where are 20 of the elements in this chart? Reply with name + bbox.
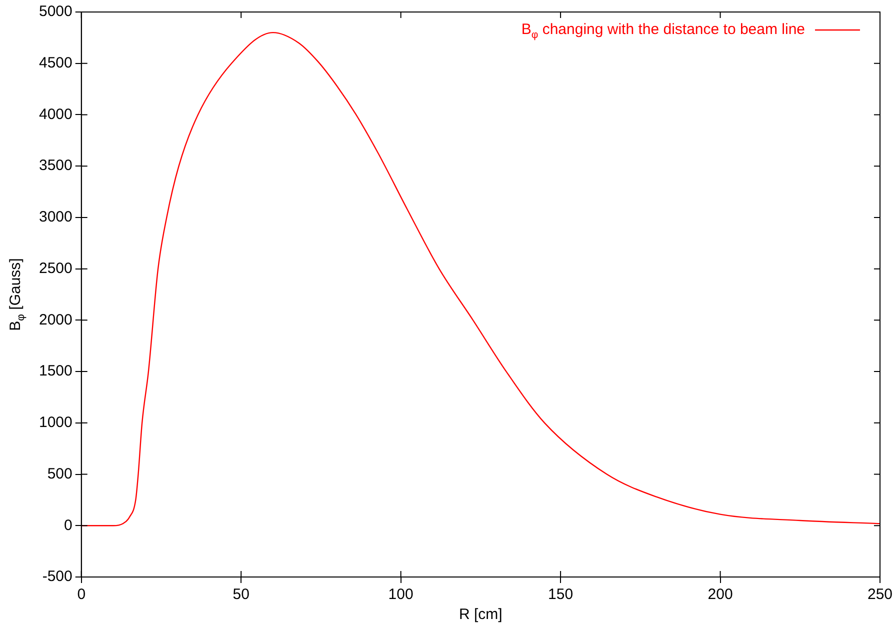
x-tick-label: 150 [548,586,574,604]
y-axis-title: Bφ [Gauss] [7,258,28,331]
y-tick-label: 500 [47,465,72,482]
y-tick-label: 5000 [38,3,72,20]
y-tick-label: 3500 [38,157,72,174]
y-tick-label: 1000 [38,414,72,432]
y-tick-label: 2000 [38,311,72,328]
x-tick-label: 200 [708,586,733,604]
x-tick-label: 50 [232,586,250,604]
x-tick-label: 0 [77,586,86,604]
y-tick-label: 0 [64,516,72,534]
x-tick-label: 100 [388,586,414,604]
x-tick-label: 250 [867,586,893,604]
y-tick-label: 4500 [38,54,72,72]
y-tick-label: 2500 [38,260,72,277]
y-tick-label: -500 [42,568,72,586]
y-tick-label: 1500 [38,362,72,380]
y-tick-label: 3000 [38,208,72,226]
x-axis-title: R [cm] [459,606,502,624]
y-tick-label: 4000 [38,106,72,123]
